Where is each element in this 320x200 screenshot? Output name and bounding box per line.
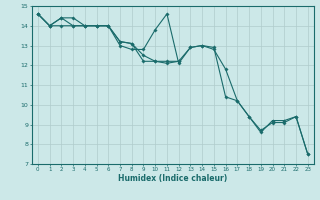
X-axis label: Humidex (Indice chaleur): Humidex (Indice chaleur) bbox=[118, 174, 228, 183]
